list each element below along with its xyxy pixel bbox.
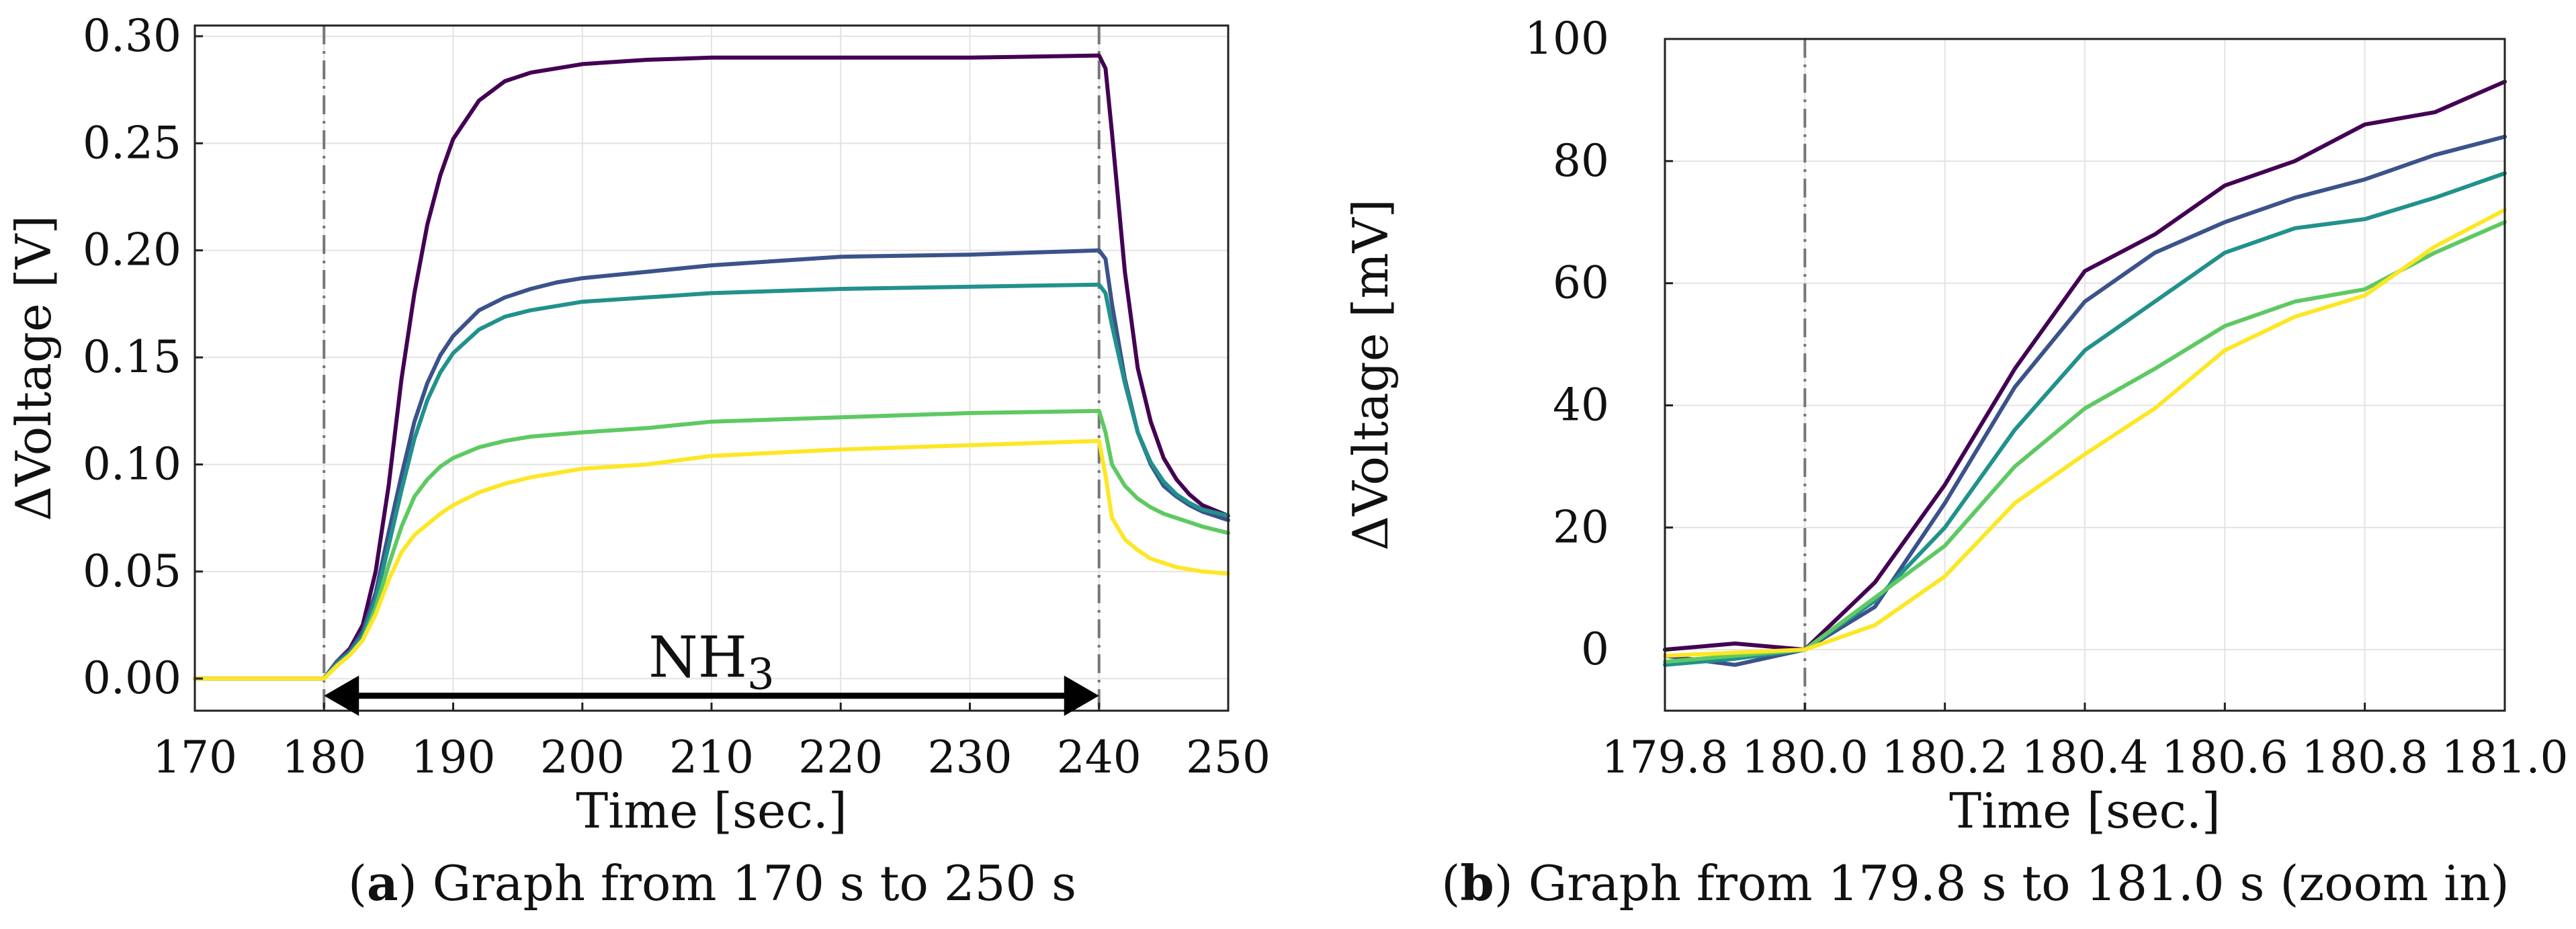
panel-a-x-tick-label: 220	[798, 732, 883, 783]
panel-b-x-tick-label: 180.4	[2022, 732, 2149, 783]
panel-a-y-tick-label: 0.05	[83, 545, 181, 597]
panel-a-y-axis-label: ΔVoltage [V]	[5, 215, 62, 521]
panel-b-y-tick-label: 0	[1581, 623, 1609, 675]
panel-b-x-tick-label: 180.8	[2301, 732, 2428, 783]
panel-a-y-tick-label: 0.10	[83, 438, 181, 490]
panel-a-x-tick-label: 240	[1057, 732, 1142, 783]
panel-b-x-tick-label: 180.6	[2161, 732, 2288, 783]
panel-a-series-4-line	[193, 408, 1230, 681]
panel-b-x-tick-label: 179.8	[1602, 732, 1729, 783]
panel-a-y-tick-label: 0.25	[83, 117, 181, 169]
panel-b-x-tick-label: 180.2	[1881, 732, 2008, 783]
panel-b-y-tick-label: 100	[1525, 13, 1609, 64]
panel-b-y-tick-label: 60	[1553, 257, 1609, 309]
panel-a-series-5-line	[193, 439, 1230, 681]
panel-a-x-tick-label: 200	[540, 732, 625, 783]
panel-a-series-3-line	[193, 282, 1230, 681]
panel-a-series-1-line	[193, 53, 1230, 681]
panel-a-x-tick-label: 230	[928, 732, 1013, 783]
panel-a-x-tick-label: 190	[411, 732, 496, 783]
panel-a-y-tick-label: 0.30	[83, 10, 181, 62]
panel-b-chart: 179.8 180.0 180.2 180.4 180.6 180.8 181.0 0 20 40…	[1342, 13, 2568, 912]
panel-a-x-tick-label: 210	[669, 732, 754, 783]
panel-a-y-tick-label: 0.20	[83, 224, 181, 276]
panel-a-x-tick-label: 250	[1186, 732, 1271, 783]
panel-a-chart: 170 180 190 200 210 220 230 240 250 0.00 0.05 0.10 0…	[5, 10, 1271, 912]
panel-a-x-axis-label: Time [sec.]	[576, 783, 847, 839]
panel-b-caption: (b) Graph from 179.8 s to 181.0 s (zoom …	[1441, 854, 2509, 912]
panel-a-arrow-head-right-icon	[1064, 675, 1099, 716]
panel-b-y-axis-label: ΔVoltage [mV]	[1342, 199, 1399, 551]
panel-b-x-axis-label: Time [sec.]	[1949, 783, 2221, 839]
panel-b-y-tick-label: 20	[1553, 501, 1609, 553]
panel-a-y-tick-label: 0.00	[83, 652, 181, 704]
panel-a-y-tick-label: 0.15	[83, 331, 181, 383]
panel-b-series-5-line	[1663, 208, 2507, 658]
panel-a-x-tick-label: 180	[282, 732, 366, 783]
panel-b-y-tick-label: 40	[1553, 379, 1609, 431]
panel-b-y-tick-label: 80	[1553, 135, 1609, 187]
panel-b-x-tick-label: 180.0	[1742, 732, 1869, 783]
panel-b-x-tick-label: 181.0	[2442, 732, 2569, 783]
panel-a-x-tick-label: 170	[153, 732, 237, 783]
panel-a-caption: (a) Graph from 170 s to 250 s	[348, 854, 1076, 912]
panel-a-nh3-label: NH3	[648, 625, 774, 700]
panel-a-arrow-head-left-icon	[324, 675, 359, 716]
